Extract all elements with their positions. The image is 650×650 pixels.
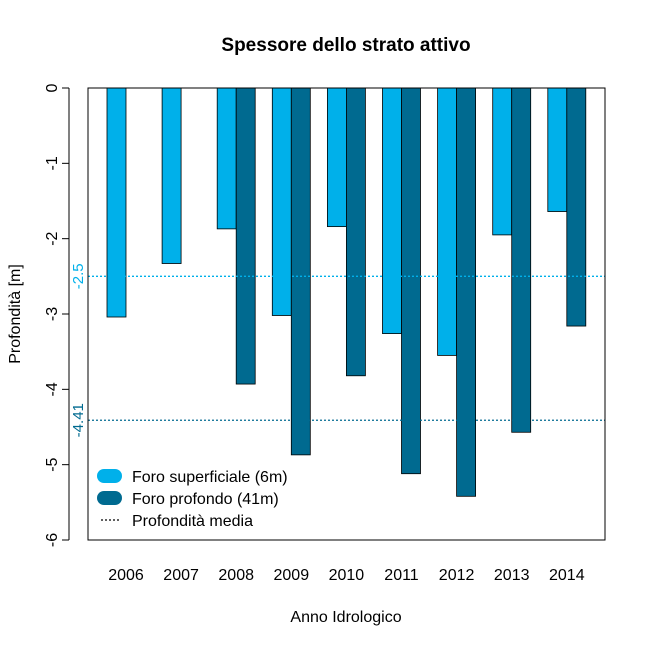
legend-swatch: [97, 491, 122, 505]
x-tick-label: 2006: [108, 567, 144, 584]
bar-profondo-2008: [235, 87, 256, 385]
bar-profondo-2010: [345, 87, 366, 377]
y-tick-label: 0: [44, 83, 61, 92]
x-tick-label: 2014: [549, 567, 585, 584]
y-tick-label: -6: [44, 533, 61, 547]
y-axis-label: Profondità [m]: [7, 264, 24, 364]
mean-lines-group: -2.5 -4.41: [70, 263, 605, 437]
bar-superficiale-2006: [106, 87, 127, 318]
x-tick-label: 2013: [494, 567, 530, 584]
mean-label-superficiale: -2.5: [70, 263, 87, 289]
x-tick-label: 2010: [329, 567, 365, 584]
bar-superficiale-2014: [547, 87, 568, 212]
legend-label: Foro profondo (41m): [132, 491, 279, 508]
legend-swatch: [97, 469, 122, 483]
bar-superficiale-2007: [161, 87, 182, 264]
x-tick-label: 2012: [439, 567, 475, 584]
chart-title: Spessore dello strato attivo: [221, 35, 470, 56]
y-tick-label: -5: [44, 457, 61, 471]
legend-label: Profondità media: [132, 513, 253, 530]
bar-profondo-2014: [566, 87, 587, 327]
y-axis: 0 -1 -2 -3 -4 -5 -6: [44, 83, 70, 547]
bar-superficiale-2011: [382, 87, 402, 334]
y-tick-label: -2: [44, 231, 61, 245]
legend-label: Foro superficiale (6m): [132, 469, 288, 486]
x-axis: 2006 2007 2008 2009 2010 2011 2012 2013 2014: [108, 567, 584, 584]
bar-superficiale-2013: [492, 87, 513, 236]
bar-superficiale-2009: [271, 87, 292, 316]
bar-superficiale-2010: [326, 87, 347, 228]
bar-profondo-2012: [456, 87, 477, 497]
x-tick-label: 2009: [274, 567, 310, 584]
y-tick-label: -1: [44, 156, 61, 170]
bar-superficiale-2012: [437, 87, 458, 356]
plot-frame: [87, 87, 606, 541]
legend: Foro superficiale (6m) Foro profondo (41m…: [97, 469, 288, 530]
bars-group: [106, 87, 587, 497]
x-tick-label: 2011: [384, 567, 419, 584]
x-tick-label: 2007: [163, 567, 199, 584]
mean-label-profondo: -4.41: [70, 403, 87, 437]
x-axis-label: Anno Idrologico: [290, 609, 401, 626]
bar-profondo-2009: [290, 87, 311, 456]
x-tick-label: 2008: [218, 567, 254, 584]
bar-superficiale-2008: [216, 87, 237, 230]
bar-profondo-2011: [401, 87, 421, 475]
y-tick-label: -3: [44, 307, 61, 321]
bar-profondo-2013: [511, 87, 532, 433]
y-tick-label: -4: [44, 382, 61, 396]
